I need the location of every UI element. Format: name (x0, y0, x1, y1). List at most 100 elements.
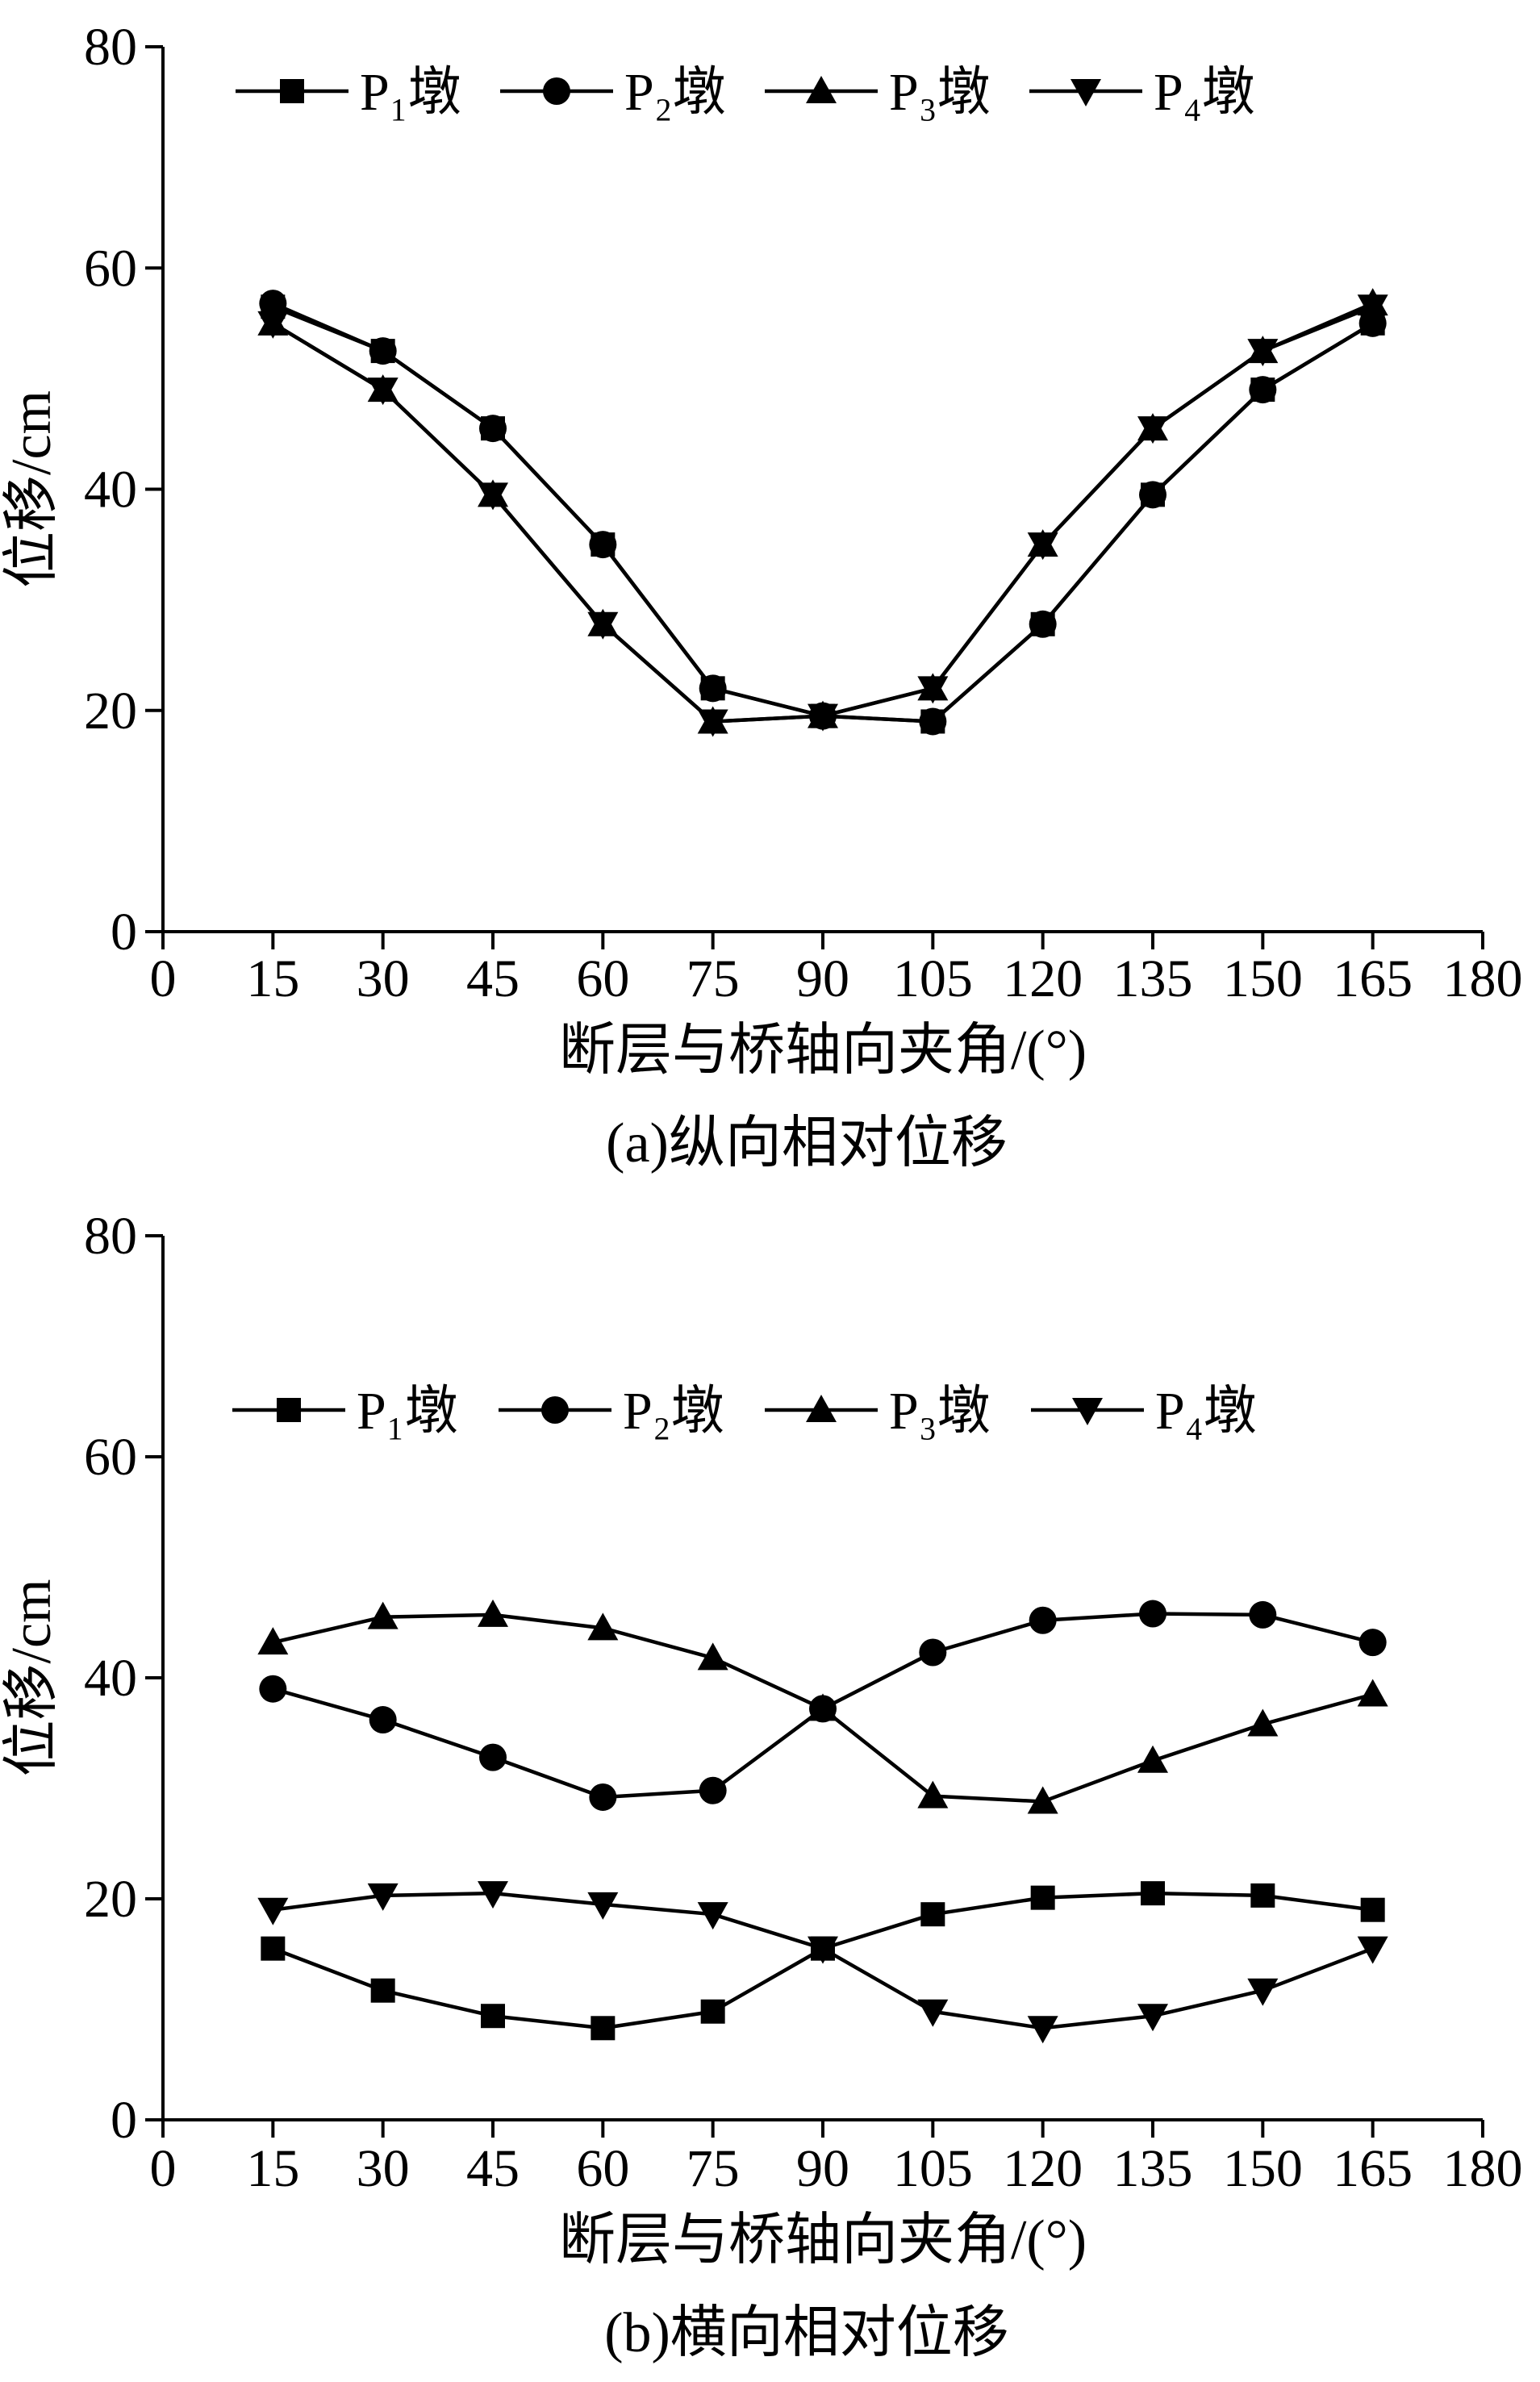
x-tick-label: 0 (150, 2139, 177, 2198)
x-tick-label: 135 (1113, 949, 1193, 1008)
legend-marker (277, 1398, 301, 1422)
data-point (589, 1783, 617, 1811)
data-point (591, 2016, 616, 2041)
x-axis-label: 断层与桥轴向夹角/(°) (559, 2209, 1087, 2271)
legend-label: P₄墩 (1155, 1382, 1257, 1441)
data-point (479, 415, 507, 443)
x-tick-label: 135 (1113, 2139, 1193, 2198)
y-tick-label: 60 (84, 1428, 137, 1487)
legend: P₁墩 P₂墩 P₃墩 P₄墩 (232, 1382, 1257, 1441)
data-point (699, 674, 727, 703)
x-tick-label: 105 (893, 949, 973, 1008)
y-tick-label: 60 (84, 239, 137, 298)
data-point (1357, 1936, 1388, 1964)
data-point (1358, 309, 1387, 337)
legend-label: P₂墩 (623, 1382, 724, 1441)
series-4 (257, 1881, 1388, 2044)
legend-item: P₁墩 (232, 1382, 458, 1441)
legend-label: P₄墩 (1154, 63, 1255, 122)
legend-marker (541, 1396, 569, 1424)
x-tick-label: 180 (1443, 949, 1523, 1008)
x-tick-label: 90 (796, 949, 849, 1008)
data-point (917, 676, 949, 704)
data-point (808, 1693, 838, 1721)
data-point (919, 1638, 947, 1667)
series-line (272, 305, 1374, 724)
data-point (1027, 1786, 1058, 1814)
y-axis-label: 位移/cm (1, 390, 63, 588)
y-tick-label: 0 (111, 903, 137, 962)
data-point (1030, 1885, 1055, 1910)
x-tick-label: 15 (246, 2139, 299, 2198)
legend-marker (543, 77, 570, 105)
data-point (697, 1902, 728, 1930)
data-point (587, 611, 619, 640)
data-point (587, 1612, 619, 1641)
chart-caption: (a)纵向相对位移 (606, 1112, 1008, 1174)
chart-transverse: 0 20 40 60 80 0 15 30 45 60 75 90 105 120 135 150 165 180… (1, 1207, 1523, 2364)
data-point (259, 1675, 287, 1703)
legend-marker (1072, 1398, 1103, 1425)
legend-label: P₁墩 (360, 63, 461, 122)
legend-marker (1070, 79, 1101, 106)
data-point (1027, 2016, 1058, 2044)
legend-marker (806, 76, 837, 103)
y-tick-label: 40 (84, 461, 137, 519)
x-tick-label: 165 (1333, 949, 1413, 1008)
x-tick-label: 75 (687, 2139, 740, 2198)
data-point (697, 709, 728, 737)
series-2 (259, 290, 1387, 736)
series-line (272, 302, 1374, 724)
x-tick-label: 45 (466, 949, 520, 1008)
x-tick-label: 30 (357, 949, 410, 1008)
legend-label: P₃墩 (889, 1382, 991, 1441)
data-point (587, 1892, 619, 1920)
data-point (259, 290, 287, 318)
y-tick-label: 80 (84, 18, 137, 77)
data-point (1247, 339, 1279, 367)
data-point (261, 1936, 286, 1961)
data-point (367, 1883, 399, 1911)
y-tick-label: 0 (111, 2091, 137, 2150)
x-tick-label: 150 (1223, 949, 1303, 1008)
legend-item: P₄墩 (1029, 63, 1255, 122)
data-point (257, 311, 289, 339)
data-point (1247, 1708, 1279, 1737)
data-point (1250, 1883, 1275, 1908)
x-axis-label: 断层与桥轴向夹角/(°) (559, 1020, 1087, 1082)
data-point (478, 1881, 508, 1909)
x-tick-label: 30 (357, 2139, 410, 2198)
legend-item: P₃墩 (765, 1382, 991, 1441)
data-point (700, 1999, 725, 2024)
data-point (1357, 294, 1388, 323)
data-point (1249, 376, 1277, 404)
x-tick-label: 180 (1443, 2139, 1523, 2198)
data-point (917, 1999, 949, 2027)
series-line (272, 305, 1374, 724)
data-point (370, 1978, 395, 2003)
x-tick-label: 75 (687, 949, 740, 1008)
data-point (1358, 1629, 1387, 1657)
legend: P₁墩 P₂墩 P₃墩 P₄墩 (236, 63, 1255, 122)
data-point (478, 482, 508, 511)
x-tick-label: 120 (1003, 949, 1083, 1008)
legend-label: P₂墩 (624, 63, 726, 122)
x-tick-label: 60 (576, 2139, 629, 2198)
data-point (1141, 1881, 1165, 1906)
data-point (1029, 1606, 1057, 1634)
y-tick-label: 20 (84, 1870, 137, 1929)
series-1 (261, 294, 1385, 734)
data-point (369, 337, 397, 365)
data-point (808, 1936, 838, 1964)
data-point (589, 531, 617, 559)
legend-item: P₂墩 (499, 1382, 724, 1441)
legend-label: P₃墩 (889, 63, 991, 122)
data-point (257, 1897, 289, 1925)
data-point (1249, 1600, 1277, 1629)
data-point (367, 1601, 399, 1629)
data-point (1137, 1745, 1168, 1773)
data-point (699, 1776, 727, 1804)
x-tick-label: 150 (1223, 2139, 1303, 2198)
legend-item: P₂墩 (500, 63, 726, 122)
